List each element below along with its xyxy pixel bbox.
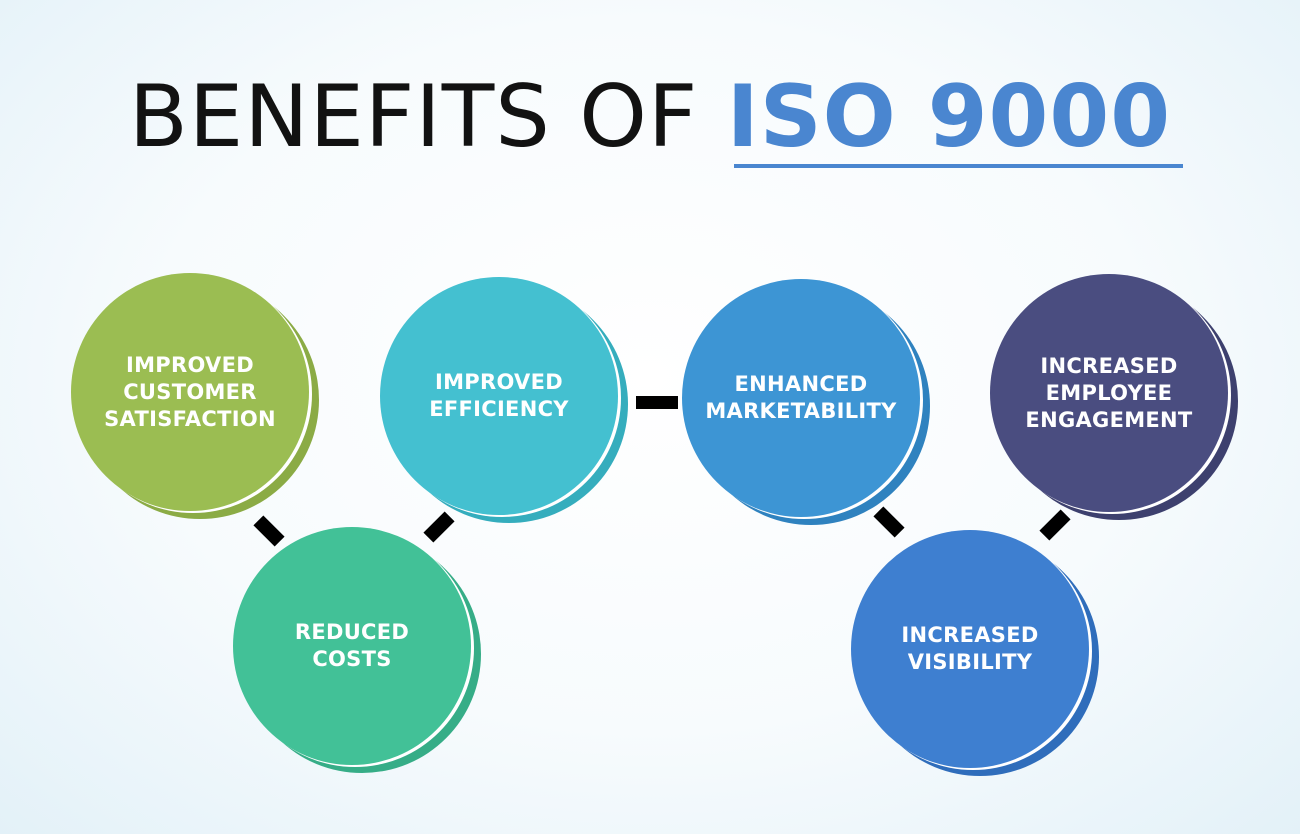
node-increased-employee-engagement: INCREASED EMPLOYEE ENGAGEMENT (990, 274, 1238, 520)
node-reduced-costs: REDUCED COSTS (233, 527, 481, 773)
node-increased-visibility: INCREASED VISIBILITY (851, 530, 1099, 776)
node-improved-efficiency: IMPROVED EFFICIENCY (380, 277, 628, 523)
node-label: INCREASED VISIBILITY (901, 623, 1039, 674)
node-circle: INCREASED EMPLOYEE ENGAGEMENT (990, 274, 1228, 512)
page-title: BENEFITS OF ISO 9000 (0, 62, 1300, 172)
node-enhanced-marketability: ENHANCED MARKETABILITY (682, 279, 930, 525)
connector-efficiency-to-marketability (636, 396, 678, 409)
node-label: INCREASED EMPLOYEE ENGAGEMENT (1025, 353, 1193, 432)
node-label: ENHANCED MARKETABILITY (705, 372, 897, 423)
node-label: IMPROVED EFFICIENCY (429, 370, 569, 421)
node-label: IMPROVED CUSTOMER SATISFACTION (104, 352, 276, 431)
node-improved-customer-satisfaction: IMPROVED CUSTOMER SATISFACTION (71, 273, 319, 519)
node-circle: ENHANCED MARKETABILITY (682, 279, 920, 517)
title-accent: ISO 9000 (726, 67, 1172, 167)
node-circle: IMPROVED EFFICIENCY (380, 277, 618, 515)
node-circle: INCREASED VISIBILITY (851, 530, 1089, 768)
node-circle: IMPROVED CUSTOMER SATISFACTION (71, 273, 309, 511)
title-underline (734, 164, 1183, 168)
node-label: REDUCED COSTS (294, 620, 410, 671)
title-prefix: BENEFITS OF (128, 67, 727, 167)
node-circle: REDUCED COSTS (233, 527, 471, 765)
